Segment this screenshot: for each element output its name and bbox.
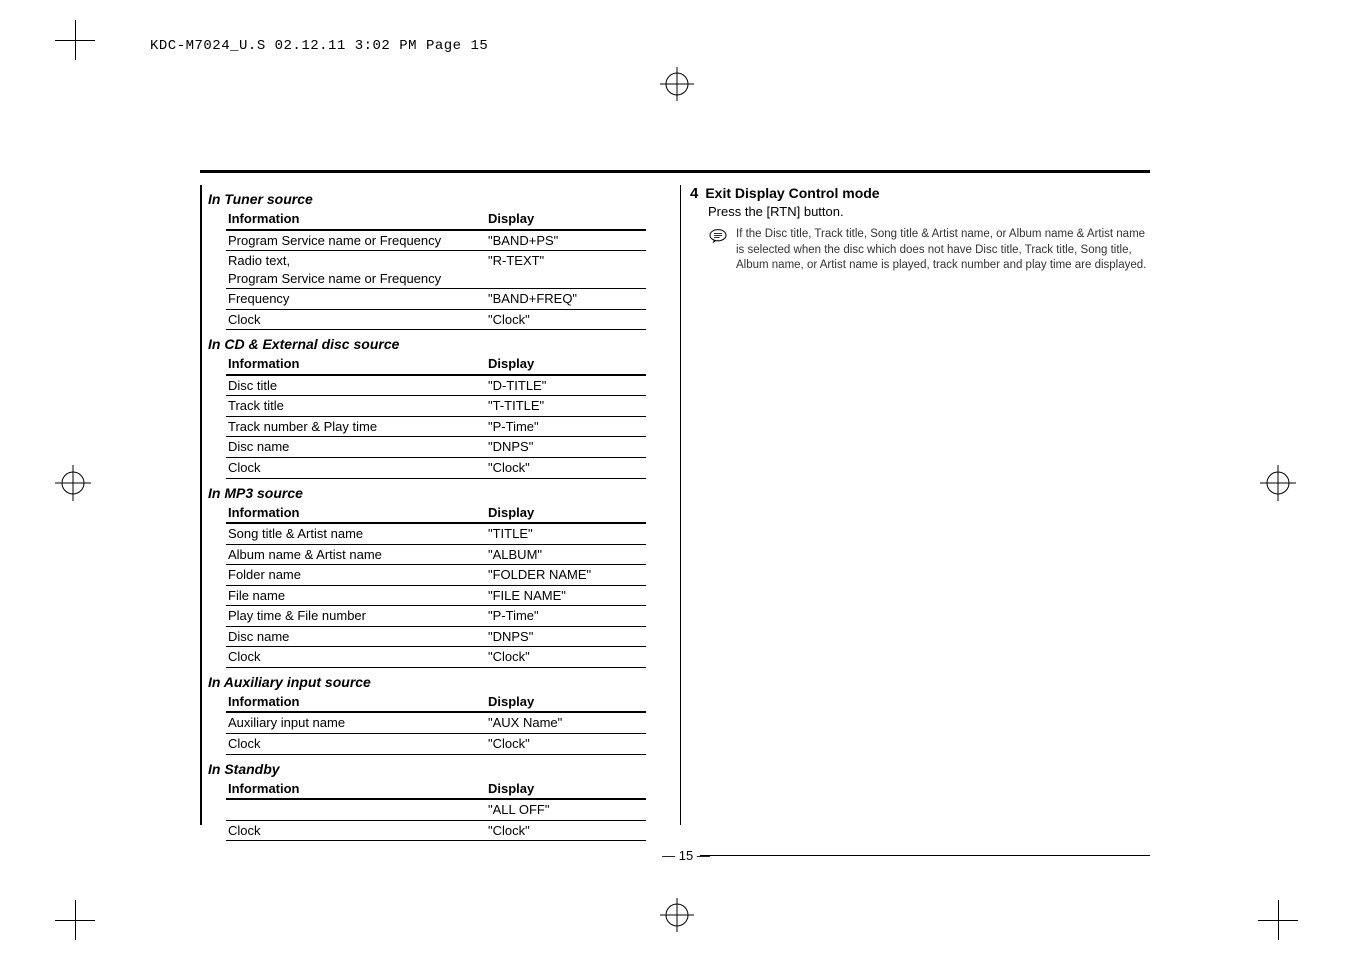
table-row: Play time & File number"P-Time" xyxy=(226,606,646,627)
crop-mark-icon xyxy=(1258,900,1298,940)
table-row: Clock"Clock" xyxy=(226,820,646,841)
note-icon xyxy=(708,228,728,274)
tuner-table: InformationDisplay Program Service name … xyxy=(226,209,646,330)
aux-table: InformationDisplay Auxiliary input name"… xyxy=(226,692,646,755)
table-header: InformationDisplay xyxy=(226,779,646,800)
table-row: File name"FILE NAME" xyxy=(226,585,646,606)
table-row: Disc title"D-TITLE" xyxy=(226,375,646,396)
table-row: Frequency"BAND+FREQ" xyxy=(226,289,646,310)
table-row: Clock"Clock" xyxy=(226,309,646,330)
table-header: InformationDisplay xyxy=(226,209,646,230)
table-row: Track number & Play time"P-Time" xyxy=(226,416,646,437)
mp3-table: InformationDisplay Song title & Artist n… xyxy=(226,503,646,668)
table-row: Album name & Artist name"ALBUM" xyxy=(226,544,646,565)
step-body: Press the [RTN] button. xyxy=(708,204,1150,219)
crop-mark-icon xyxy=(55,20,95,60)
standby-section-title: In Standby xyxy=(208,761,670,777)
step-4-heading: 4 Exit Display Control mode xyxy=(690,185,1150,202)
aux-section-title: In Auxiliary input source xyxy=(208,674,670,690)
column-divider xyxy=(680,185,681,825)
step-title: Exit Display Control mode xyxy=(705,185,879,201)
note-text: If the Disc title, Track title, Song tit… xyxy=(736,227,1150,274)
table-row: Clock"Clock" xyxy=(226,734,646,755)
col-header-info: Information xyxy=(226,209,486,230)
registration-mark-icon xyxy=(55,465,91,501)
prepress-header: KDC-M7024_U.S 02.12.11 3:02 PM Page 15 xyxy=(150,38,488,54)
table-row: Program Service name or Frequency"BAND+P… xyxy=(226,230,646,251)
tuner-section-title: In Tuner source xyxy=(208,191,670,207)
registration-mark-icon xyxy=(660,898,694,932)
mp3-section-title: In MP3 source xyxy=(208,485,670,501)
table-row: Folder name"FOLDER NAME" xyxy=(226,565,646,586)
col-header-display: Display xyxy=(486,209,646,230)
page-footer-rule xyxy=(700,855,1150,856)
table-row: "ALL OFF" xyxy=(226,799,646,820)
registration-mark-icon xyxy=(1260,465,1296,501)
table-row: Clock"Clock" xyxy=(226,458,646,479)
table-row: Disc name"DNPS" xyxy=(226,437,646,458)
cd-table: InformationDisplay Disc title"D-TITLE" T… xyxy=(226,354,646,478)
left-column: In Tuner source InformationDisplay Progr… xyxy=(200,185,670,841)
standby-table: InformationDisplay "ALL OFF" Clock"Clock… xyxy=(226,779,646,842)
cd-section-title: In CD & External disc source xyxy=(208,336,670,352)
table-row: Disc name"DNPS" xyxy=(226,626,646,647)
table-header: InformationDisplay xyxy=(226,503,646,524)
top-rule xyxy=(200,170,1150,173)
registration-mark-icon xyxy=(660,67,694,101)
table-row: Track title"T-TITLE" xyxy=(226,396,646,417)
table-header: InformationDisplay xyxy=(226,692,646,713)
table-row: Song title & Artist name"TITLE" xyxy=(226,523,646,544)
crop-mark-icon xyxy=(55,900,95,940)
table-row: Auxiliary input name"AUX Name" xyxy=(226,712,646,733)
table-row: Radio text, Program Service name or Freq… xyxy=(226,251,646,289)
note-block: If the Disc title, Track title, Song tit… xyxy=(708,227,1150,274)
right-column: 4 Exit Display Control mode Press the [R… xyxy=(690,185,1150,274)
table-row: Clock"Clock" xyxy=(226,647,646,668)
step-number: 4 xyxy=(690,185,698,202)
table-header: InformationDisplay xyxy=(226,354,646,375)
